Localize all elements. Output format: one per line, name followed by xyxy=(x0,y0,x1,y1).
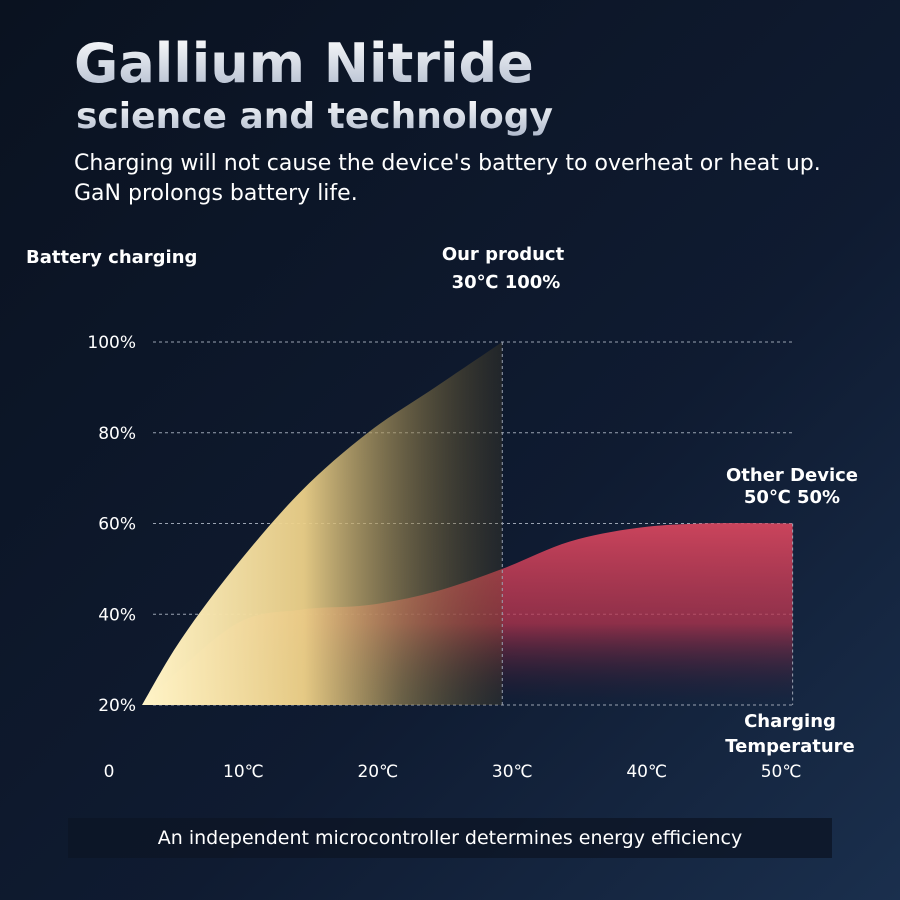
x-tick-label: 40℃ xyxy=(626,762,667,782)
annotation-title: Other Device xyxy=(726,465,858,486)
y-tick-label: 60% xyxy=(98,515,136,535)
x-tick-label: 50℃ xyxy=(761,762,802,782)
x-tick-label: 0 xyxy=(104,762,115,782)
description: Charging will not cause the device's bat… xyxy=(74,151,821,176)
footer-band xyxy=(68,818,832,858)
y-tick-label: 20% xyxy=(98,696,136,716)
x-axis-label: Temperature xyxy=(725,736,854,757)
annotation: 50℃ 50% xyxy=(744,487,840,508)
area xyxy=(142,342,503,705)
x-axis-label: Charging xyxy=(744,711,836,732)
x-tick-label: 30℃ xyxy=(492,762,533,782)
y-tick-label: 80% xyxy=(98,424,136,444)
title: Gallium Nitride xyxy=(74,32,534,95)
y-tick-label: 40% xyxy=(98,605,136,625)
plot: 20% 40% 60% 80% 100% 0 10℃ 20℃ 30℃ 40℃ 50℃ xyxy=(87,333,801,782)
y-axis-label: Battery charging xyxy=(26,247,197,268)
annotation-title: Our product xyxy=(442,244,565,265)
footer: An independent microcontroller determine… xyxy=(158,827,742,849)
description: GaN prolongs battery life. xyxy=(74,181,358,206)
y-tick-label: 100% xyxy=(87,333,136,353)
x-tick-label: 10℃ xyxy=(223,762,264,782)
x-tick-label: 20℃ xyxy=(357,762,398,782)
annotation: 30℃ 100% xyxy=(452,272,561,293)
subtitle: science and technology xyxy=(76,96,553,137)
